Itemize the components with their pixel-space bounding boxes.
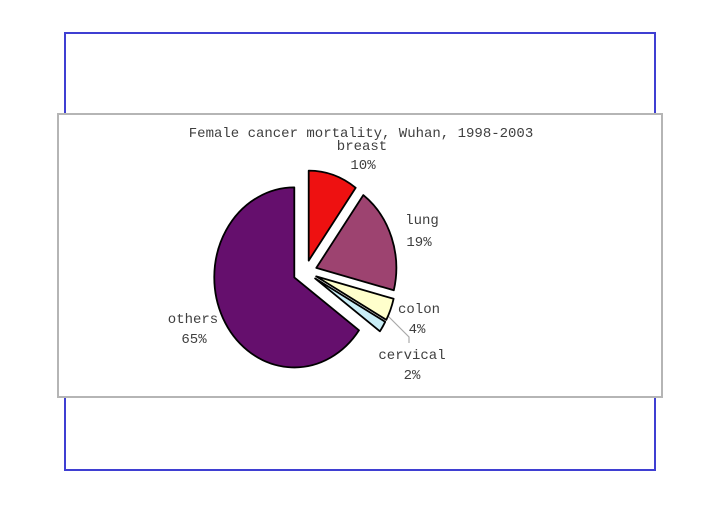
slice-label-lung: lung (405, 213, 439, 229)
leader-line-cervical (382, 310, 410, 343)
pie-slice-lung (315, 194, 398, 292)
slice-label-lung-pct: 19% (406, 235, 432, 251)
slice-label-others: others (167, 312, 219, 328)
slice-label-others-pct: 65% (181, 332, 207, 348)
pie-slice-colon (315, 275, 395, 321)
slice-label-cervical-pct: 2% (403, 368, 421, 384)
pie-slice-breast (307, 169, 357, 262)
slice-label-breast: breast (336, 139, 388, 155)
chart-title: Female cancer mortality, Wuhan, 1998-200… (188, 126, 534, 142)
pie-slice-cervical (314, 277, 387, 333)
pie-slice-others (213, 186, 360, 369)
slice-label-colon: colon (397, 302, 441, 318)
slice-label-breast-pct: 10% (350, 158, 376, 174)
chart-panel: Female cancer mortality, Wuhan, 1998-200… (57, 113, 663, 398)
slice-label-cervical: cervical (378, 348, 446, 364)
pie-chart (213, 169, 410, 369)
slice-label-colon-pct: 4% (408, 322, 426, 338)
